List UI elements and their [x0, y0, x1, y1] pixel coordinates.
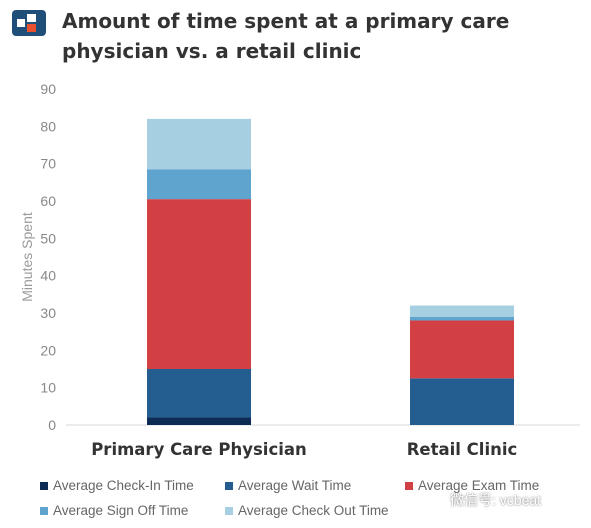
- bar-segment: [147, 118, 251, 170]
- legend-label: Average Check-In Time: [53, 478, 194, 493]
- legend-label: Average Sign Off Time: [53, 503, 189, 518]
- legend-swatch: [225, 481, 233, 490]
- watermark: 微信号: vcbeat: [450, 492, 542, 508]
- y-tick-label: 50: [40, 230, 56, 246]
- y-tick-label: 20: [40, 342, 56, 358]
- y-tick-label: 60: [40, 193, 56, 209]
- brand-logo-icon: [12, 10, 46, 36]
- stacked-bar-chart: 0 10 20 30 40 50 60 70 80 90 Minutes Spent Primary …: [19, 81, 580, 459]
- bar-segment: [147, 199, 251, 369]
- legend-swatch: [40, 481, 48, 490]
- legend-swatch: [405, 481, 413, 490]
- bar-segment: [147, 417, 251, 425]
- bar-segment: [147, 169, 251, 200]
- chart-title: Amount of time spent at a primary care p…: [62, 9, 510, 63]
- y-tick-label: 80: [40, 118, 56, 134]
- bar-segment: [410, 320, 514, 379]
- bar-segment: [410, 378, 514, 425]
- legend-label: Average Exam Time: [418, 478, 540, 493]
- legend-swatch: [40, 506, 48, 515]
- bar-segment: [410, 316, 514, 321]
- y-axis-label: Minutes Spent: [19, 212, 35, 302]
- legend-label: Average Check Out Time: [238, 503, 389, 518]
- legend-item: Average Wait Time: [225, 478, 351, 493]
- legend-item: Average Check-In Time: [40, 478, 194, 493]
- legend-item: Average Exam Time: [405, 478, 539, 493]
- y-tick-label: 90: [40, 81, 56, 97]
- y-tick-label: 0: [48, 417, 56, 433]
- legend-item: Average Check Out Time: [225, 503, 389, 518]
- legend-item: Average Sign Off Time: [40, 503, 188, 518]
- legend-swatch: [225, 506, 233, 515]
- y-tick-label: 40: [40, 268, 56, 284]
- bar-segment: [410, 305, 514, 317]
- y-tick-label: 70: [40, 156, 56, 172]
- bar-segment: [147, 369, 251, 418]
- x-category-label: Retail Clinic: [407, 440, 518, 459]
- y-tick-label: 10: [40, 380, 56, 396]
- y-tick-label: 30: [40, 305, 56, 321]
- x-category-label: Primary Care Physician: [91, 440, 307, 459]
- legend-label: Average Wait Time: [238, 478, 352, 493]
